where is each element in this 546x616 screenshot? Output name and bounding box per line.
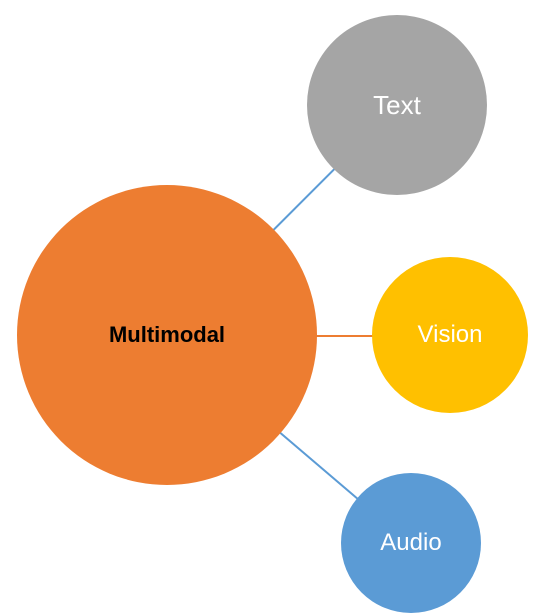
node-vision-label: Vision: [418, 322, 483, 348]
node-text: Text: [307, 15, 487, 195]
node-audio: Audio: [341, 473, 481, 613]
node-text-label: Text: [373, 91, 421, 120]
node-audio-label: Audio: [380, 530, 441, 556]
node-multimodal-label: Multimodal: [109, 323, 225, 347]
node-vision: Vision: [372, 257, 528, 413]
diagram-canvas: Multimodal Text Vision Audio: [0, 0, 546, 616]
node-multimodal: Multimodal: [17, 185, 317, 485]
